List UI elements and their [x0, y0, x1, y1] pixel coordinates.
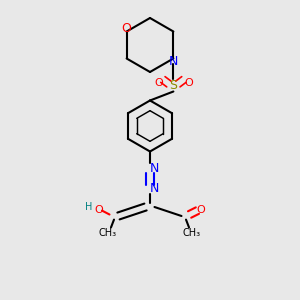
Text: N: N — [150, 182, 159, 196]
Text: S: S — [169, 79, 177, 92]
Text: N: N — [150, 161, 159, 175]
Text: CH₃: CH₃ — [183, 227, 201, 238]
Text: O: O — [154, 77, 163, 88]
Text: CH₃: CH₃ — [99, 227, 117, 238]
Text: O: O — [196, 205, 206, 215]
Text: H: H — [85, 202, 92, 212]
Text: O: O — [122, 22, 132, 35]
Text: O: O — [94, 205, 103, 215]
Text: O: O — [184, 77, 193, 88]
Text: N: N — [169, 55, 178, 68]
